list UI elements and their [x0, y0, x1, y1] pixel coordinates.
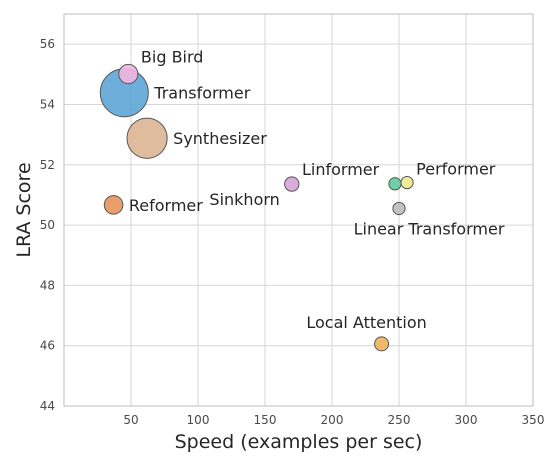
bubble-reformer [103, 195, 124, 215]
point-label: Reformer [129, 196, 203, 215]
x-tick-label: 250 [388, 413, 411, 427]
y-tick-label: 50 [40, 218, 55, 232]
point-label: Local Attention [306, 313, 426, 332]
bubble-linear-transformer [392, 201, 406, 216]
y-tick-label: 52 [40, 158, 55, 172]
y-tick-labels: 44 46 48 50 52 54 56 [40, 37, 55, 413]
x-tick-label: 300 [455, 413, 478, 427]
y-tick-label: 44 [40, 399, 55, 413]
x-axis-label: Speed (examples per sec) [175, 431, 423, 453]
bubbles [99, 63, 414, 352]
point-label: Performer [416, 159, 496, 178]
x-tick-label: 350 [522, 413, 545, 427]
y-tick-label: 46 [40, 339, 55, 353]
plot-frame [63, 13, 534, 407]
point-label: Big Bird [141, 47, 204, 66]
point-label: Synthesizer [173, 129, 267, 148]
point-label: Linear Transformer [354, 220, 505, 239]
bubble-big-bird [118, 63, 139, 85]
x-tick-label: 50 [123, 413, 138, 427]
x-tick-label: 100 [187, 413, 210, 427]
point-label: Linformer [302, 160, 380, 179]
y-tick-label: 48 [40, 278, 55, 292]
bubble-local-attention [374, 336, 390, 352]
bubble-unlabeled [388, 177, 402, 191]
point-label: Transformer [153, 84, 250, 103]
bubble-synthesizer [126, 117, 168, 159]
bubble-performer [400, 175, 414, 190]
y-tick-label: 56 [40, 37, 55, 51]
point-label: Sinkhorn [209, 190, 279, 209]
x-tick-labels: 50 100 150 200 250 300 350 [123, 413, 544, 427]
point-labels: Transformer Synthesizer Big Bird Reformer Li… [129, 47, 505, 331]
x-tick-label: 150 [254, 413, 277, 427]
bubble-linformer [284, 176, 300, 192]
y-axis-label: LRA Score [13, 162, 35, 257]
y-tick-label: 54 [40, 97, 55, 111]
x-tick-label: 200 [321, 413, 344, 427]
